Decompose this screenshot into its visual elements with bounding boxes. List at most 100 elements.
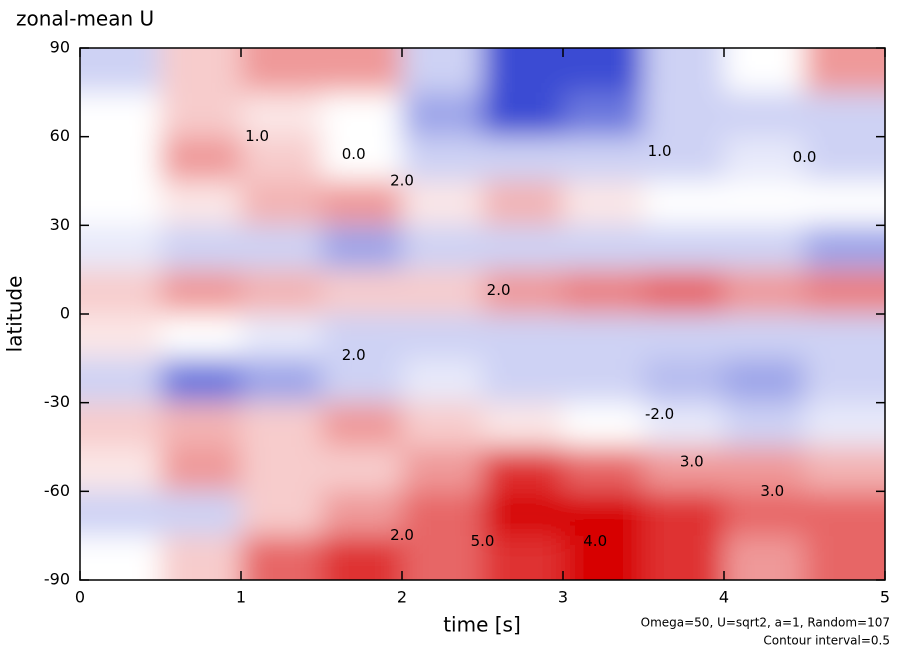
cell bbox=[563, 447, 644, 492]
cell bbox=[563, 402, 644, 448]
cell bbox=[241, 491, 322, 537]
y-tick-label: 90 bbox=[50, 38, 70, 57]
note: Omega=50, U=sqrt2, a=1, Random=107 bbox=[641, 616, 890, 630]
cell bbox=[724, 314, 805, 359]
cell bbox=[724, 269, 805, 315]
cell bbox=[241, 181, 322, 226]
cell bbox=[321, 92, 403, 138]
cell bbox=[402, 491, 483, 537]
cell bbox=[804, 491, 885, 537]
contour-label: 3.0 bbox=[760, 482, 784, 500]
cell bbox=[402, 225, 483, 271]
cell bbox=[80, 92, 161, 138]
cell bbox=[804, 447, 885, 492]
contour-label: 1.0 bbox=[648, 142, 672, 160]
contour-label: 0.0 bbox=[793, 148, 817, 166]
y-tick-label: -30 bbox=[44, 392, 70, 411]
cell bbox=[80, 225, 161, 271]
cell bbox=[80, 402, 161, 448]
cell bbox=[804, 269, 885, 315]
cell bbox=[482, 447, 564, 492]
cell bbox=[160, 136, 242, 182]
y-tick-label: -90 bbox=[44, 570, 70, 589]
cell bbox=[643, 358, 725, 404]
cell bbox=[321, 314, 403, 359]
cells bbox=[80, 48, 885, 580]
cell bbox=[321, 48, 403, 93]
cell bbox=[321, 447, 403, 492]
contour-label: 2.0 bbox=[390, 526, 414, 544]
contour-label: 2.0 bbox=[390, 172, 414, 190]
cell bbox=[563, 491, 644, 537]
cell bbox=[402, 48, 483, 93]
cell bbox=[804, 402, 885, 448]
cell bbox=[321, 358, 403, 404]
x-tick-label: 4 bbox=[719, 588, 729, 607]
cell bbox=[482, 181, 564, 226]
cell bbox=[804, 535, 885, 580]
field bbox=[80, 48, 885, 580]
y-tick-label: 0 bbox=[60, 304, 70, 323]
cell bbox=[160, 447, 242, 492]
cell bbox=[321, 269, 403, 315]
overlay: 1.0 2.0 0.0 1.0 0.0 2.0 2.0 -2.0 3.0 5.0 3.0 2.0 4.0… bbox=[44, 38, 890, 607]
contour-label: 3.0 bbox=[680, 452, 704, 470]
cell bbox=[160, 181, 242, 226]
cell bbox=[563, 92, 644, 138]
cell bbox=[563, 181, 644, 226]
cell bbox=[160, 535, 242, 580]
cell bbox=[563, 358, 644, 404]
cell bbox=[482, 358, 564, 404]
cell bbox=[80, 358, 161, 404]
cell bbox=[321, 225, 403, 271]
cell bbox=[241, 269, 322, 315]
cell bbox=[563, 225, 644, 271]
cell bbox=[804, 225, 885, 271]
cell bbox=[160, 225, 242, 271]
cell bbox=[643, 136, 725, 182]
contour-label: 4.0 bbox=[583, 532, 607, 550]
cell bbox=[80, 269, 161, 315]
cell bbox=[563, 136, 644, 182]
cell bbox=[321, 181, 403, 226]
cell bbox=[804, 136, 885, 182]
x-tick-label: 2 bbox=[397, 588, 407, 607]
cell bbox=[643, 48, 725, 93]
cell bbox=[804, 48, 885, 93]
note: Contour interval=0.5 bbox=[763, 634, 890, 648]
cell bbox=[402, 92, 483, 138]
cell bbox=[563, 535, 644, 580]
cell bbox=[724, 136, 805, 182]
x-tick-label: 0 bbox=[75, 588, 85, 607]
cell bbox=[724, 225, 805, 271]
cell bbox=[80, 314, 161, 359]
cell bbox=[563, 48, 644, 93]
cell bbox=[402, 358, 483, 404]
cell bbox=[563, 269, 644, 315]
y-tick-label: 30 bbox=[50, 215, 70, 234]
cell bbox=[160, 491, 242, 537]
cell bbox=[643, 181, 725, 226]
cell bbox=[643, 314, 725, 359]
cell bbox=[804, 92, 885, 138]
cell bbox=[402, 181, 483, 226]
cell bbox=[724, 447, 805, 492]
cell bbox=[321, 402, 403, 448]
cell bbox=[724, 535, 805, 580]
cell bbox=[804, 181, 885, 226]
cell bbox=[724, 358, 805, 404]
cell bbox=[241, 314, 322, 359]
cell bbox=[643, 535, 725, 580]
cell bbox=[724, 92, 805, 138]
cell bbox=[160, 402, 242, 448]
cell bbox=[482, 314, 564, 359]
cell bbox=[321, 535, 403, 580]
cell bbox=[724, 48, 805, 93]
contour-label: 1.0 bbox=[245, 127, 269, 145]
cell bbox=[643, 269, 725, 315]
cell bbox=[80, 491, 161, 537]
cell bbox=[402, 314, 483, 359]
x-tick-label: 1 bbox=[236, 588, 246, 607]
cell bbox=[804, 358, 885, 404]
cell bbox=[402, 269, 483, 315]
